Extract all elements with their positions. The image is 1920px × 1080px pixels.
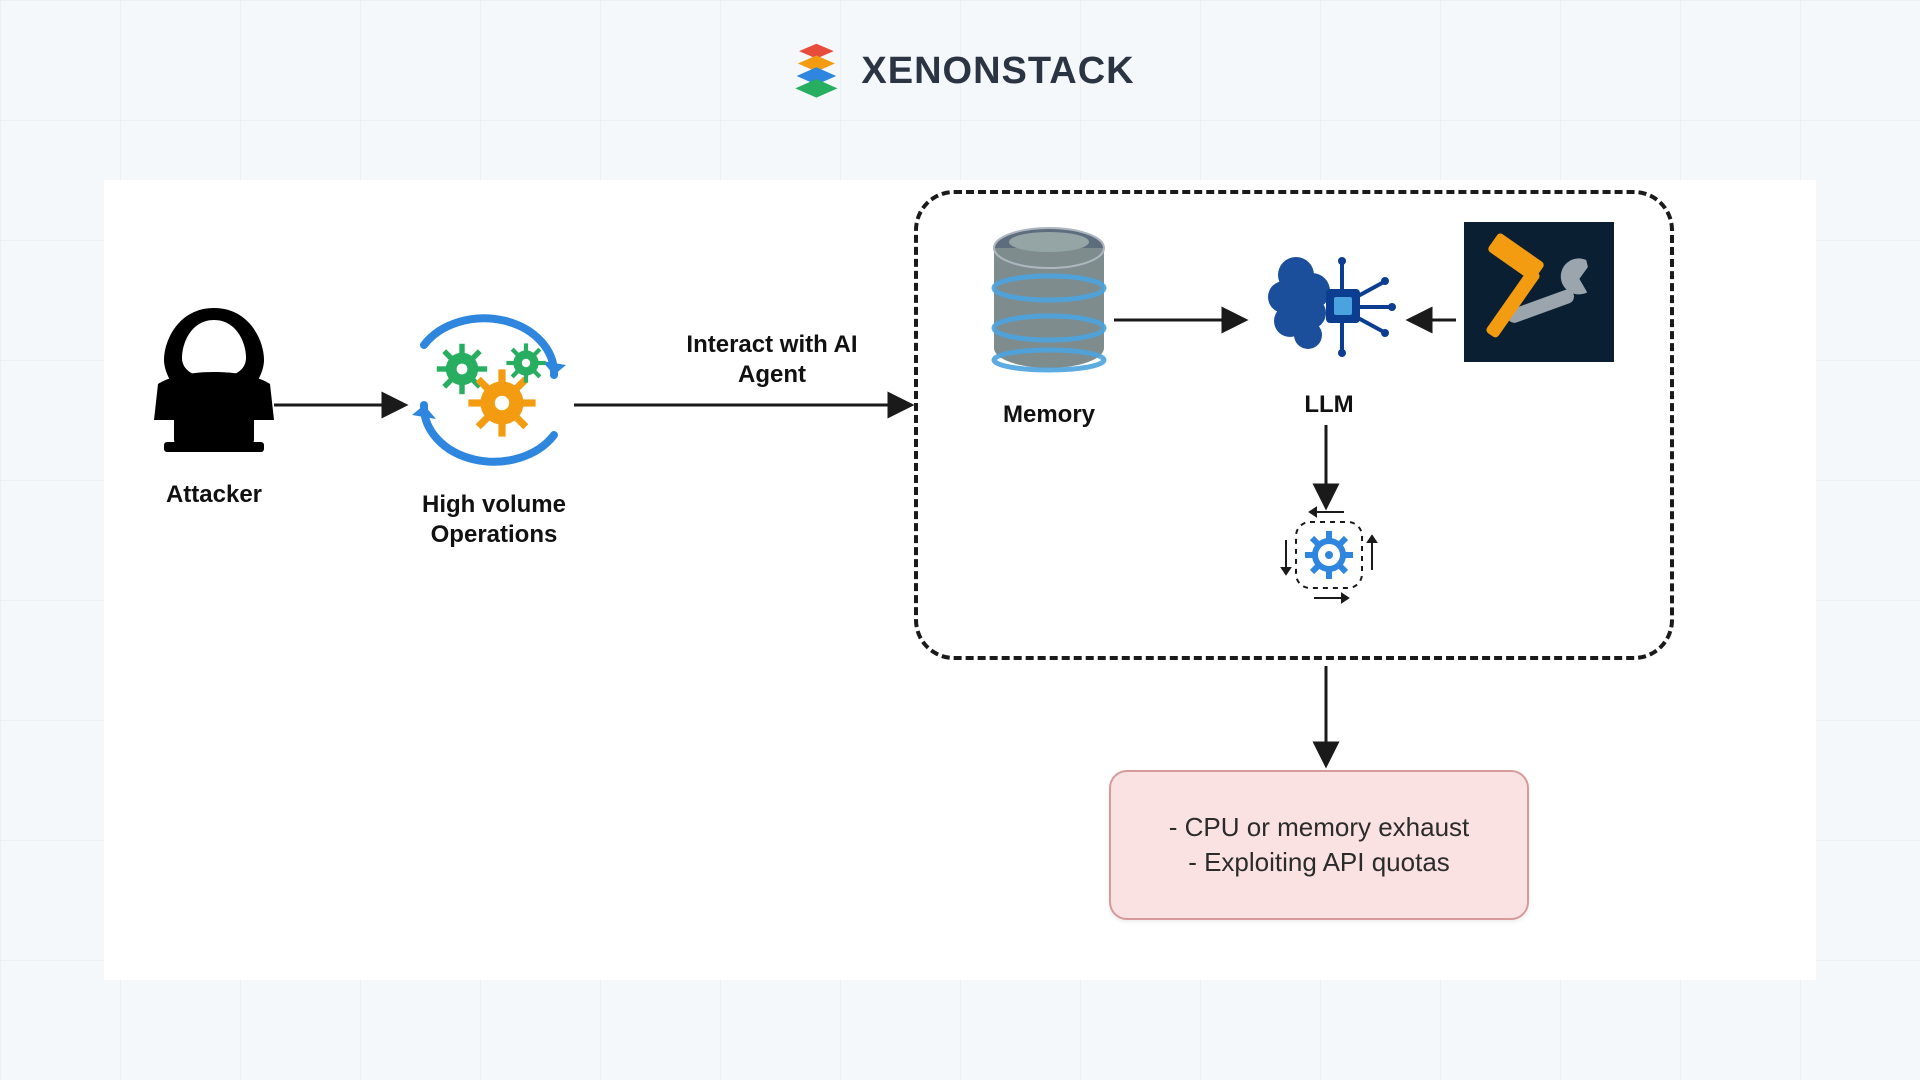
edge-label-interact: Interact with AI Agent	[652, 330, 892, 390]
diagram-canvas: Attacker	[104, 180, 1816, 980]
brand-name: XENONSTACK	[861, 50, 1134, 93]
logo-stack-icon	[785, 40, 847, 102]
brand-logo: XENONSTACK	[785, 40, 1134, 102]
arrows-layer	[104, 180, 1816, 980]
